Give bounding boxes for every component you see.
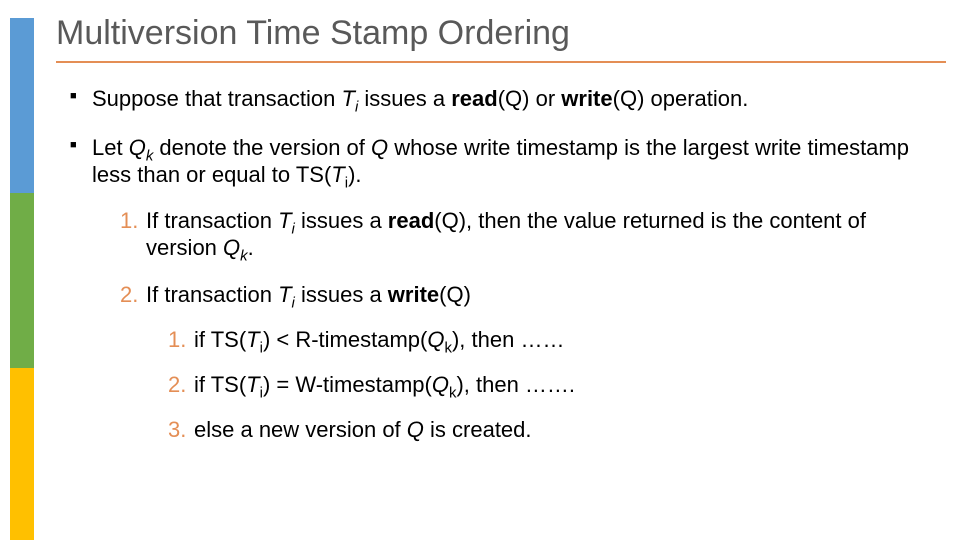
text: ) = W-timestamp( [263, 372, 432, 397]
var-Q: Q [432, 372, 449, 397]
text: (Q) [439, 282, 471, 307]
text: else a new version of [194, 417, 407, 442]
text: ), then …… [452, 327, 564, 352]
kw-write: write [561, 86, 612, 111]
bar-yellow [10, 368, 34, 540]
text: (Q) [613, 86, 645, 111]
text: issues a [295, 208, 388, 233]
text: or [529, 86, 561, 111]
item-number: 3. [168, 417, 186, 444]
text: operation. [644, 86, 748, 111]
kw-write: write [388, 282, 439, 307]
text: if TS( [194, 327, 246, 352]
var-Q: Q [129, 135, 146, 160]
item-number: 1. [168, 327, 186, 354]
title-block: Multiversion Time Stamp Ordering [56, 14, 940, 63]
page-title: Multiversion Time Stamp Ordering [56, 14, 940, 59]
text: Suppose that transaction [92, 86, 342, 111]
ordered-list-level2: 1. if TS(Ti) < R-timestamp(Qk), then …… … [146, 327, 936, 443]
list-item: 1. if TS(Ti) < R-timestamp(Qk), then …… [168, 327, 936, 354]
var-T: T [278, 282, 291, 307]
item-number: 1. [120, 208, 138, 235]
item-number: 2. [168, 372, 186, 399]
slide: Multiversion Time Stamp Ordering Suppose… [0, 0, 960, 540]
title-rule [56, 61, 946, 63]
text: if TS( [194, 372, 246, 397]
sub-k: k [240, 248, 247, 265]
sub-k: k [444, 339, 451, 356]
var-Q: Q [427, 327, 444, 352]
text: issues a [358, 86, 451, 111]
var-T: T [342, 86, 355, 111]
var-T: T [246, 327, 259, 352]
bar-blue [10, 18, 34, 193]
item-number: 2. [120, 282, 138, 309]
list-item: 2. if TS(Ti) = W-timestamp(Qk), then ……. [168, 372, 936, 399]
var-T: T [246, 372, 259, 397]
text: . [248, 235, 254, 260]
text: (Q) [498, 86, 530, 111]
text: is created. [424, 417, 532, 442]
text: Let [92, 135, 129, 160]
var-T: T [278, 208, 291, 233]
text: ) < R-timestamp( [263, 327, 427, 352]
text: ). [348, 162, 361, 187]
kw-read: read [388, 208, 434, 233]
var-T: T [331, 162, 344, 187]
bullet-1: Suppose that transaction Ti issues a rea… [70, 86, 936, 113]
list-item: 2. If transaction Ti issues a write(Q) 1… [120, 282, 936, 443]
content: Suppose that transaction Ti issues a rea… [70, 86, 936, 465]
bar-green [10, 193, 34, 368]
var-Q: Q [223, 235, 240, 260]
list-item: 1. If transaction Ti issues a read(Q), t… [120, 208, 936, 262]
text: issues a [295, 282, 388, 307]
list-item: 3. else a new version of Q is created. [168, 417, 936, 444]
ordered-list-level1: 1. If transaction Ti issues a read(Q), t… [92, 208, 936, 443]
text: (Q), [434, 208, 472, 233]
kw-read: read [451, 86, 497, 111]
var-Q: Q [407, 417, 424, 442]
text: If transaction [146, 282, 278, 307]
text: If transaction [146, 208, 278, 233]
var-Q: Q [371, 135, 388, 160]
bullet-2: Let Qk denote the version of Q whose wri… [70, 135, 936, 444]
sidebar-decorative [0, 0, 48, 540]
text: denote the version of [153, 135, 371, 160]
text: ), then ……. [456, 372, 575, 397]
